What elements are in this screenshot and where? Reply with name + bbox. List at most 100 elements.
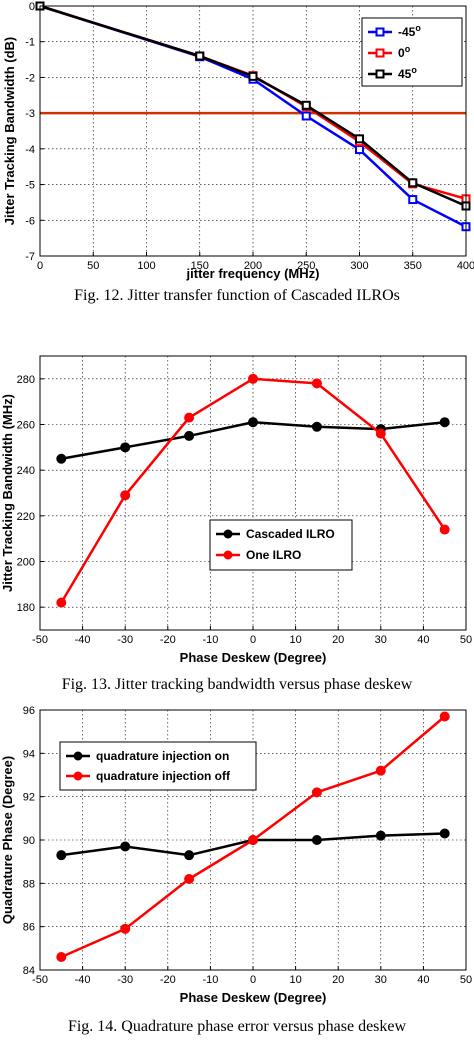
- chart-quadrature-phase: -50 -40 -30 -20 -10 0 10 20 30 40 50 84 86 88 90 92 94 96…: [0, 705, 472, 1005]
- legend-box: [209, 519, 353, 571]
- data-point: [375, 830, 386, 841]
- x-tick-label: 30: [375, 634, 387, 646]
- caption-fig14: Fig. 14. Quadrature phase error versus p…: [67, 1018, 407, 1035]
- legend-label: Cascaded ILRO: [246, 527, 335, 541]
- x-tick-label: -10: [202, 634, 218, 646]
- data-point: [301, 111, 311, 121]
- y-tick-label: -7: [25, 251, 35, 263]
- x-tick-label: -30: [117, 634, 133, 646]
- x-tick-label: -30: [117, 974, 133, 986]
- y-tick-label: 200: [17, 557, 35, 569]
- data-point: [375, 428, 386, 439]
- x-tick-label: 10: [289, 634, 301, 646]
- x-tick-label: 40: [417, 634, 429, 646]
- legend-label: quadrature injection off: [96, 769, 231, 783]
- data-point: [248, 71, 258, 81]
- y-tick-label: 90: [23, 835, 35, 847]
- x-tick-label: -20: [160, 634, 176, 646]
- data-point: [408, 195, 418, 205]
- x-tick-label: 30: [375, 974, 387, 986]
- x-tick-label: 400: [457, 260, 474, 272]
- legend-swatch-marker: [73, 751, 83, 761]
- legend-swatch-marker: [73, 771, 83, 781]
- caption-fig12: Fig. 12. Jitter transfer function of Cas…: [74, 287, 400, 304]
- x-tick-label: 150: [191, 260, 209, 272]
- legend-swatch-marker: [375, 48, 385, 58]
- data-point: [184, 412, 195, 423]
- y-axis-label: Jitter Tracking Bandwidth (dB): [2, 37, 17, 226]
- x-tick-label: 20: [332, 634, 344, 646]
- y-tick-label: 88: [23, 878, 35, 890]
- y-tick-label: 220: [17, 511, 35, 523]
- y-tick-label: 0: [29, 1, 35, 13]
- data-point: [248, 417, 258, 428]
- caption-fig13: Fig. 13. Jitter tracking bandwidth versu…: [61, 676, 413, 693]
- legend-swatch-marker: [223, 529, 233, 539]
- y-axis-label: Jitter Tracking Bandwidth (MHz): [0, 394, 15, 592]
- legend-label-superscript: o: [405, 44, 411, 54]
- x-tick-label: -10: [202, 974, 218, 986]
- x-tick-label: 300: [350, 260, 368, 272]
- x-tick-label: -40: [75, 634, 91, 646]
- y-tick-label: -1: [25, 37, 35, 49]
- data-point: [195, 51, 205, 61]
- data-point: [56, 952, 67, 962]
- data-point: [56, 453, 67, 464]
- y-axis-label: Quadrature Phase (Degree): [0, 756, 15, 924]
- data-point: [355, 134, 364, 144]
- x-tick-label: -40: [75, 974, 91, 986]
- data-point: [56, 850, 67, 861]
- data-point: [439, 524, 450, 535]
- legend-label: One ILRO: [246, 548, 301, 562]
- y-tick-label: 86: [23, 922, 35, 934]
- y-tick-label: -3: [25, 108, 35, 120]
- data-point: [311, 787, 322, 798]
- x-tick-label: 0: [37, 260, 43, 272]
- x-tick-label: 10: [289, 974, 301, 986]
- data-point: [375, 765, 386, 776]
- x-tick-label: 20: [332, 974, 344, 986]
- y-tick-label: 240: [17, 465, 35, 477]
- chart-jitter-transfer: 0 50 100 150 200 250 300 350 400 0 -1 -2 -3 -4 -5 -6 -7 j…: [2, 1, 474, 281]
- data-point: [301, 100, 311, 110]
- x-tick-label: 250: [297, 260, 315, 272]
- plot-frame: [39, 709, 467, 971]
- data-point: [248, 373, 258, 384]
- x-tick-label: -20: [160, 974, 176, 986]
- x-tick-label: 350: [404, 260, 422, 272]
- chart-tracking-bandwidth: -50 -40 -30 -20 -10 0 10 20 30 40 50 180 200 220 240 26…: [0, 355, 472, 665]
- x-tick-label: 0: [250, 634, 256, 646]
- legend-swatch-marker: [223, 550, 233, 560]
- x-tick-label: 50: [87, 260, 99, 272]
- x-tick-label: 100: [137, 260, 155, 272]
- legend-box: [59, 741, 257, 791]
- data-point: [311, 835, 322, 845]
- x-tick-label: -50: [32, 634, 48, 646]
- y-tick-label: 180: [17, 602, 35, 614]
- x-tick-label: 40: [417, 974, 429, 986]
- data-point: [439, 828, 450, 839]
- data-point: [311, 421, 322, 432]
- x-axis-label: Phase Deskew (Degree): [180, 990, 327, 1005]
- data-point: [408, 178, 418, 188]
- y-tick-label: 96: [23, 705, 35, 717]
- x-tick-label: -50: [32, 974, 48, 986]
- x-axis-label: jitter frequency (MHz): [186, 266, 320, 281]
- y-tick-label: -5: [25, 180, 35, 192]
- x-tick-label: 50: [460, 974, 472, 986]
- data-point: [439, 711, 450, 722]
- data-point: [56, 597, 67, 608]
- y-tick-label: 280: [17, 374, 35, 386]
- data-point: [120, 490, 131, 501]
- y-tick-label: 84: [23, 965, 35, 977]
- plot-frame: [39, 355, 467, 631]
- x-axis-label: Phase Deskew (Degree): [180, 650, 327, 665]
- data-point: [120, 841, 131, 852]
- x-tick-label: 50: [460, 634, 472, 646]
- data-point: [439, 417, 450, 428]
- y-tick-label: -2: [25, 72, 35, 84]
- data-point: [248, 835, 258, 845]
- data-point: [184, 430, 195, 441]
- data-point: [311, 378, 322, 389]
